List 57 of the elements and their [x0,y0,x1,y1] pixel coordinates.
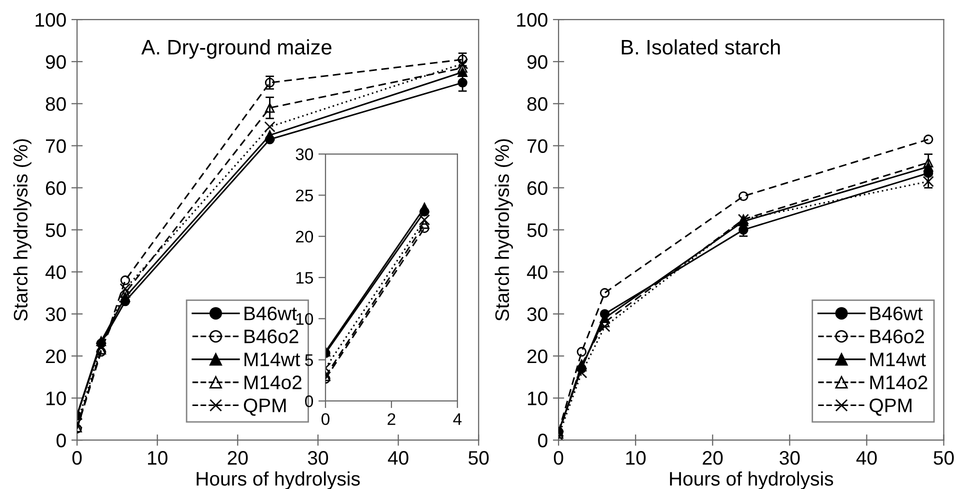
legend-label: B46wt [870,306,923,320]
y-tick-label: 70 [46,139,66,153]
y-tick-label: 100 [36,13,66,27]
x-tick-label: 10 [626,451,646,465]
legend-label: QPM [244,398,286,416]
y-tick-label: 60 [46,181,66,196]
y-tick-label: 90 [46,55,66,69]
x-tick-label: 20 [228,451,248,465]
y-tick-label: 30 [46,307,66,322]
y-tick-label: 80 [527,97,548,111]
y-tick-label: 20 [46,349,66,364]
y-tick-label: 70 [527,139,548,153]
text: B. Isolated starch [622,39,780,55]
y-tick-label: 100 [517,13,548,27]
y-tick-label: 90 [527,55,548,69]
y-tick-label: 40 [526,265,548,280]
y-tick-label: 30 [527,307,548,322]
y-tick-label: 50 [46,223,66,238]
y-tick-label: 40 [45,265,66,280]
x-tick-label: 0 [322,413,330,426]
legend-label: B46o2 [244,330,298,344]
legend-label: B46o2 [870,330,924,344]
y-tick-label: 50 [527,223,548,238]
y-tick-label: 20 [296,230,314,243]
y-axis-title: Starch hydrolysis (%) [494,139,513,321]
x-tick-label: 40 [388,451,408,465]
x-tick-label: 50 [934,451,954,465]
x-tick-label: 20 [702,451,723,465]
y-tick-label: 10 [46,392,66,406]
x-tick-label: 30 [780,451,800,465]
y-tick-label: 30 [296,148,314,160]
y-tick-label: 10 [528,392,548,406]
legend-label: B46wt [244,306,297,320]
y-axis-title: Starch hydrolysis (%) [13,139,32,321]
text: A. Dry-ground maize [141,39,332,59]
legend-label: M14wt [870,352,926,366]
x-tick-label: 40 [856,451,877,465]
legend-label: M14wt [244,352,300,366]
y-tick-label: 0 [305,395,314,408]
y-tick-label: 80 [46,97,66,111]
x-tick-label: 50 [468,451,489,465]
x-tick-label: 0 [72,451,82,465]
y-tick-label: 10 [296,313,314,325]
y-tick-label: 0 [56,434,66,448]
y-tick-label: 0 [538,434,548,448]
x-tick-label: 0 [554,451,564,465]
x-tick-label: 2 [388,413,396,425]
y-tick-label: 20 [527,349,548,364]
y-tick-label: 15 [296,272,313,284]
y-tick-label: 25 [296,190,313,202]
legend-label: M14o2 [244,376,302,390]
x-tick-label: 4 [453,413,462,425]
y-tick-label: 5 [305,354,313,366]
legend-label: QPM [870,398,912,416]
y-tick-label: 60 [527,181,548,196]
legend-label: M14o2 [870,376,928,390]
x-tick-label: 10 [148,451,168,465]
